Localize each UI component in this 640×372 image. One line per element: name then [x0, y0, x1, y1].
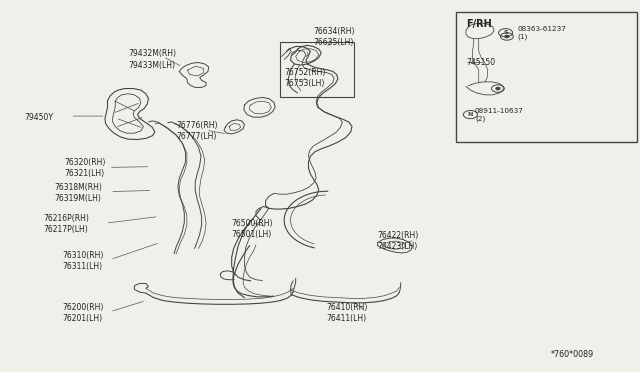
- Text: 08911-10637
(2): 08911-10637 (2): [475, 108, 524, 122]
- Text: 76310(RH)
76311(LH): 76310(RH) 76311(LH): [63, 251, 104, 271]
- Text: 08363-61237
(1): 08363-61237 (1): [517, 26, 566, 40]
- Text: N: N: [468, 112, 473, 117]
- Text: *760*0089: *760*0089: [550, 350, 594, 359]
- Text: 76200(RH)
76201(LH): 76200(RH) 76201(LH): [63, 303, 104, 323]
- Text: 76410(RH)
76411(LH): 76410(RH) 76411(LH): [326, 303, 368, 323]
- Text: 76216P(RH)
76217P(LH): 76216P(RH) 76217P(LH): [44, 214, 90, 234]
- Text: 79432M(RH)
79433M(LH): 79432M(RH) 79433M(LH): [128, 49, 176, 70]
- Bar: [280, 42, 354, 97]
- Bar: [456, 12, 637, 142]
- Circle shape: [505, 35, 509, 38]
- Text: 76320(RH)
76321(LH): 76320(RH) 76321(LH): [64, 158, 106, 178]
- Text: 76500(RH)
76501(LH): 76500(RH) 76501(LH): [232, 219, 273, 239]
- Text: 76776(RH)
76777(LH): 76776(RH) 76777(LH): [176, 121, 218, 141]
- Text: 76422(RH)
76423(LH): 76422(RH) 76423(LH): [378, 231, 419, 251]
- Text: F/RH: F/RH: [466, 19, 492, 29]
- Text: 76318M(RH)
76319M(LH): 76318M(RH) 76319M(LH): [54, 183, 102, 203]
- Circle shape: [496, 87, 500, 90]
- Text: 76634(RH)
76635(LH): 76634(RH) 76635(LH): [314, 27, 355, 47]
- Text: 76752(RH)
76753(LH): 76752(RH) 76753(LH): [285, 68, 326, 88]
- Text: 745150: 745150: [466, 58, 495, 67]
- Text: S: S: [503, 30, 508, 35]
- Text: 79450Y: 79450Y: [24, 113, 53, 122]
